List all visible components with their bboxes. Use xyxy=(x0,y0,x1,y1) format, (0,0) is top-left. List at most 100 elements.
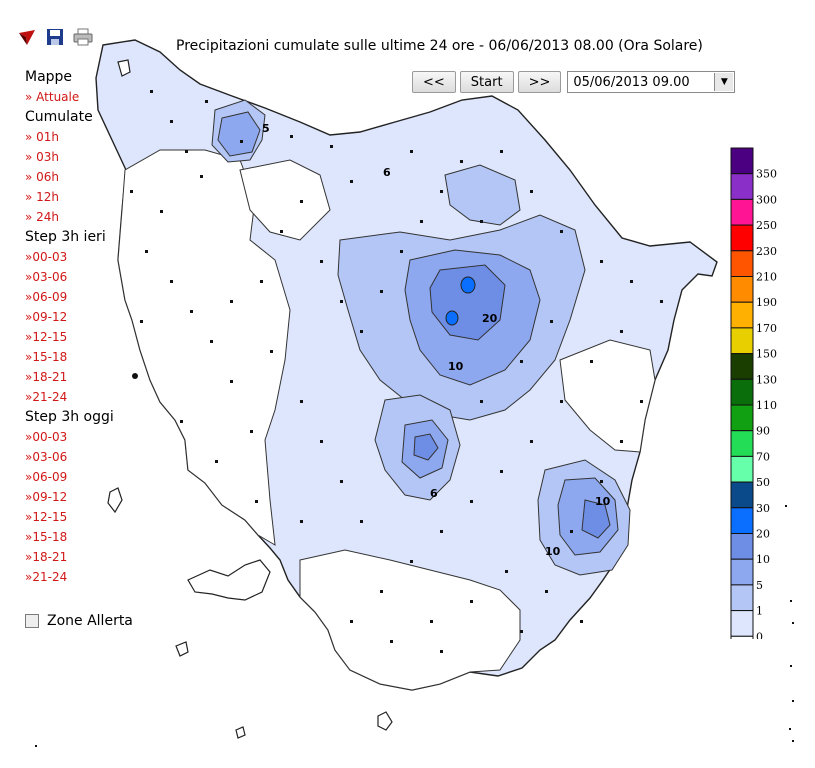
link-cumulate-01h[interactable]: » 01h xyxy=(25,130,60,144)
legend-swatch xyxy=(730,198,754,226)
link-ieri-12-15[interactable]: »12-15 xyxy=(25,330,68,344)
rain-20-area-valley xyxy=(413,433,439,461)
legend-swatch xyxy=(730,481,754,509)
link-ieri-15-18[interactable]: »15-18 xyxy=(25,350,68,364)
legend-swatch xyxy=(730,404,754,432)
toolbar xyxy=(16,24,94,50)
link-cumulate-03h[interactable]: » 03h xyxy=(25,150,60,164)
island-giglio xyxy=(377,711,393,731)
legend-label: 250 xyxy=(756,219,777,232)
legend-swatch xyxy=(730,276,754,303)
island-gorgona xyxy=(117,59,131,77)
legend-swatch xyxy=(730,327,754,355)
zone-allerta-label: Zone Allerta xyxy=(47,613,133,629)
link-ieri-18-21[interactable]: »18-21 xyxy=(25,370,68,384)
link-oggi-00-03[interactable]: »00-03 xyxy=(25,430,68,444)
legend-label: 70 xyxy=(756,450,770,463)
dry-area-west xyxy=(117,149,291,546)
link-oggi-03-06[interactable]: »03-06 xyxy=(25,450,68,464)
legend-swatch xyxy=(730,430,754,457)
island-elba xyxy=(187,559,271,601)
datetime-select[interactable]: 05/06/2013 09.00 ▼ xyxy=(567,71,736,93)
datetime-value: 05/06/2013 09.00 xyxy=(573,74,690,90)
link-cumulate-06h[interactable]: » 06h xyxy=(25,170,60,184)
link-oggi-18-21[interactable]: »18-21 xyxy=(25,550,68,564)
contour-label: 20 xyxy=(482,312,498,325)
legend-swatch xyxy=(730,558,754,586)
next-button[interactable]: >> xyxy=(517,71,562,93)
link-oggi-15-18[interactable]: »15-18 xyxy=(25,530,68,544)
legend-swatch xyxy=(730,533,754,560)
link-ieri-09-12[interactable]: »09-12 xyxy=(25,310,68,324)
section-step-oggi: Step 3h oggi xyxy=(25,409,114,425)
link-attuale[interactable]: » Attuale xyxy=(25,90,80,104)
island-dot xyxy=(132,373,138,379)
legend-label: 20 xyxy=(756,528,770,541)
legend-label: 50 xyxy=(756,476,770,489)
link-cumulate-24h[interactable]: » 24h xyxy=(25,210,60,224)
link-cumulate-12h[interactable]: » 12h xyxy=(25,190,60,204)
prev-button[interactable]: << xyxy=(412,71,456,93)
legend-label: 110 xyxy=(756,399,777,412)
legend-label: 230 xyxy=(756,245,777,258)
contour-label: 10 xyxy=(595,495,611,508)
legend-swatch xyxy=(730,224,754,252)
zone-allerta-toggle[interactable]: Zone Allerta xyxy=(25,613,133,629)
arrow-icon[interactable] xyxy=(16,26,38,48)
island-pianosa xyxy=(175,641,189,657)
link-oggi-12-15[interactable]: »12-15 xyxy=(25,510,68,524)
contour-label: 10 xyxy=(545,545,561,558)
legend-label: 90 xyxy=(756,425,770,438)
zone-allerta-checkbox[interactable] xyxy=(25,614,39,628)
link-oggi-06-09[interactable]: »06-09 xyxy=(25,470,68,484)
rain-30-core-south xyxy=(445,310,459,326)
link-ieri-03-06[interactable]: »03-06 xyxy=(25,270,68,284)
link-ieri-00-03[interactable]: »00-03 xyxy=(25,250,68,264)
time-navigation: << Start >> 05/06/2013 09.00 ▼ xyxy=(412,71,736,93)
legend-swatch xyxy=(730,147,754,175)
legend-label: 0 xyxy=(756,630,763,639)
color-legend: 3503002502302101901701501301109070503020… xyxy=(730,147,777,639)
station-dots xyxy=(130,90,663,653)
legend-swatch xyxy=(730,507,754,534)
rain-20-area-southeast xyxy=(581,499,611,539)
rain-5-area-north xyxy=(444,164,521,226)
link-ieri-06-09[interactable]: »06-09 xyxy=(25,290,68,304)
island-montecristo xyxy=(235,726,246,739)
start-button[interactable]: Start xyxy=(459,71,514,93)
section-cumulate: Cumulate xyxy=(25,109,93,125)
contour-label: 5 xyxy=(262,122,270,135)
link-oggi-09-12[interactable]: »09-12 xyxy=(25,490,68,504)
legend-label: 210 xyxy=(756,271,777,284)
save-icon[interactable] xyxy=(44,26,66,48)
sidebar: Mappe » Attuale Cumulate » 01h » 03h » 0… xyxy=(25,67,155,587)
link-ieri-21-24[interactable]: »21-24 xyxy=(25,390,68,404)
dry-area-south xyxy=(299,549,521,691)
legend-swatch xyxy=(730,584,754,612)
section-step-ieri: Step 3h ieri xyxy=(25,229,106,245)
legend-label: 350 xyxy=(756,168,777,181)
legend-label: 170 xyxy=(756,322,777,335)
section-mappe: Mappe xyxy=(25,69,73,85)
contour-label: 6 xyxy=(383,166,391,179)
dry-area-north xyxy=(239,159,331,241)
legend-swatch xyxy=(730,301,754,329)
link-oggi-21-24[interactable]: »21-24 xyxy=(25,570,68,584)
contour-label: 10 xyxy=(448,360,464,373)
legend-label: 1 xyxy=(756,605,763,618)
page-title: Precipitazioni cumulate sulle ultime 24 … xyxy=(176,38,703,54)
contour-label: 6 xyxy=(430,487,438,500)
rain-10-area-nw xyxy=(217,111,261,157)
legend-swatch xyxy=(730,173,754,200)
rain-30-core-north xyxy=(460,276,476,294)
legend-label: 5 xyxy=(756,579,763,592)
legend-label: 10 xyxy=(756,553,770,566)
legend-swatch xyxy=(730,610,754,637)
legend-swatch xyxy=(730,250,754,278)
legend-label: 150 xyxy=(756,348,777,361)
chevron-down-icon[interactable]: ▼ xyxy=(714,73,734,91)
legend-swatch xyxy=(730,378,754,406)
print-icon[interactable] xyxy=(72,26,94,48)
legend-swatch xyxy=(730,635,754,639)
